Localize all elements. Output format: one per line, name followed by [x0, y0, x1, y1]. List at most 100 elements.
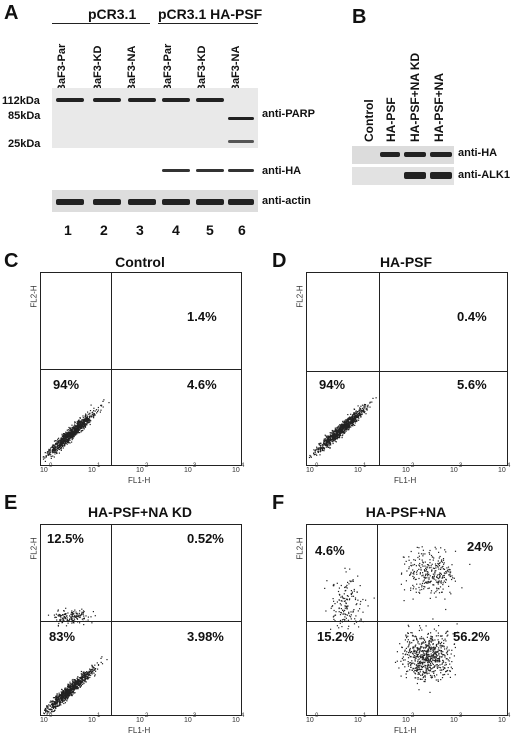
x-tick-exponent: 0: [49, 463, 53, 469]
quadrant-lower-right: 4.6%: [187, 377, 217, 392]
parp-band: [196, 98, 224, 102]
flow-plot-ha-psf: 0.4% 94% 5.6%: [306, 272, 508, 466]
quadrant-upper-left: 4.6%: [315, 543, 345, 558]
scatter-dots: [308, 397, 377, 459]
parp-band: [162, 98, 190, 102]
x-tick-base: 10: [136, 467, 144, 474]
flow-plot-ha-psf-na-kd: 12.5% 0.52% 83% 3.98%: [40, 524, 242, 716]
panel-f-title: HA-PSF+NA: [365, 504, 447, 520]
marker-112: 112kDa: [2, 95, 40, 107]
label-b-anti-ha: anti-HA: [458, 147, 498, 159]
lane-number-5: 5: [206, 222, 214, 238]
label-anti-parp: anti-PARP: [262, 108, 315, 120]
y-axis-label: FL2-H: [295, 285, 305, 308]
actin-band: [56, 199, 84, 205]
parp-band: [128, 98, 156, 102]
quadrant-vertical-gate: [377, 525, 378, 715]
x-tick-base: 10: [136, 717, 144, 724]
x-tick-exponent: 3: [459, 463, 463, 469]
x-tick-exponent: 4: [507, 463, 511, 469]
x-tick-base: 10: [88, 717, 96, 724]
quadrant-horizontal-gate: [41, 369, 241, 370]
label-b-anti-alk1: anti-ALK1: [458, 169, 510, 181]
x-tick-base: 10: [450, 467, 458, 474]
actin-band: [93, 199, 121, 205]
panel-b-letter: B: [352, 6, 367, 28]
group-line-2: [158, 23, 258, 24]
scatter-dots: [42, 399, 110, 462]
x-axis-label: FL1-H: [128, 726, 151, 735]
panel-e-letter: E: [4, 492, 18, 514]
parp-band: [56, 98, 84, 102]
quadrant-horizontal-gate: [307, 621, 507, 622]
x-tick-exponent: 4: [507, 713, 511, 719]
quadrant-lower-right: 3.98%: [187, 629, 224, 644]
x-tick-base: 10: [354, 717, 362, 724]
flow-plot-control: 1.4% 94% 4.6%: [40, 272, 242, 466]
group-line-1: [52, 23, 150, 24]
actin-band: [228, 199, 254, 205]
panel-d-letter: D: [272, 250, 287, 272]
x-tick-exponent: 0: [315, 713, 319, 719]
quadrant-vertical-gate: [111, 525, 112, 715]
b-ha-blot: [352, 146, 454, 164]
quadrant-lower-left: 15.2%: [317, 629, 354, 644]
quadrant-horizontal-gate: [41, 621, 241, 622]
label-anti-ha-a: anti-HA: [262, 165, 302, 177]
ha-band: [228, 169, 254, 172]
x-tick-base: 10: [402, 717, 410, 724]
x-tick-exponent: 2: [145, 463, 149, 469]
x-tick-base: 10: [184, 467, 192, 474]
x-tick-base: 10: [498, 717, 506, 724]
panel-a-letter: A: [4, 2, 19, 24]
x-tick-exponent: 4: [241, 713, 245, 719]
label-anti-actin: anti-actin: [262, 195, 311, 207]
x-tick-exponent: 0: [49, 713, 53, 719]
group-label-pcr31: pCR3.1: [88, 6, 137, 22]
lane-label-6: BaF3-NA: [230, 45, 242, 92]
x-tick-exponent: 1: [363, 463, 367, 469]
quadrant-upper-right: 0.4%: [457, 309, 487, 324]
lane-number-2: 2: [100, 222, 108, 238]
marker-85: 85kDa: [8, 110, 41, 122]
x-tick-base: 10: [450, 717, 458, 724]
actin-band: [162, 199, 190, 205]
b-lane-ha-psf-na: HA-PSF+NA: [432, 72, 446, 142]
quadrant-lower-left: 94%: [53, 377, 80, 392]
x-tick-exponent: 2: [411, 713, 415, 719]
y-axis-label: FL2-H: [29, 537, 39, 560]
panel-e-title: HA-PSF+NA KD: [87, 504, 193, 520]
x-axis-label: FL1-H: [128, 476, 151, 485]
parp-fragment-band: [228, 140, 254, 143]
x-axis-label: FL1-H: [394, 476, 417, 485]
x-axis-label: FL1-H: [394, 726, 417, 735]
x-tick-exponent: 4: [241, 463, 245, 469]
x-tick-base: 10: [40, 467, 48, 474]
x-tick-base: 10: [232, 717, 240, 724]
lane-number-6: 6: [238, 222, 246, 238]
panel-c-letter: C: [4, 250, 19, 272]
y-axis-label: FL2-H: [29, 285, 39, 308]
x-tick-base: 10: [498, 467, 506, 474]
panel-f-letter: F: [272, 492, 285, 514]
b-lane-ha-psf-na-kd: HA-PSF+NA KD: [408, 52, 422, 142]
x-tick-base: 10: [306, 467, 314, 474]
scatter-dots: [324, 546, 471, 693]
b-ha-band: [404, 152, 426, 157]
x-tick-exponent: 3: [193, 713, 197, 719]
b-alk1-band: [430, 172, 452, 179]
quadrant-lower-left: 94%: [319, 377, 346, 392]
panel-c-title: Control: [115, 254, 165, 270]
x-tick-exponent: 1: [97, 463, 101, 469]
b-ha-band: [380, 152, 400, 157]
x-tick-base: 10: [354, 467, 362, 474]
quadrant-vertical-gate: [379, 273, 380, 465]
actin-band: [196, 199, 224, 205]
x-tick-base: 10: [88, 467, 96, 474]
lane-label-4: BaF3-Par: [162, 43, 174, 92]
lane-label-3: BaF3-NA: [126, 45, 138, 92]
marker-25: 25kDa: [8, 138, 41, 150]
quadrant-horizontal-gate: [307, 371, 507, 372]
b-lane-control: Control: [362, 99, 376, 142]
